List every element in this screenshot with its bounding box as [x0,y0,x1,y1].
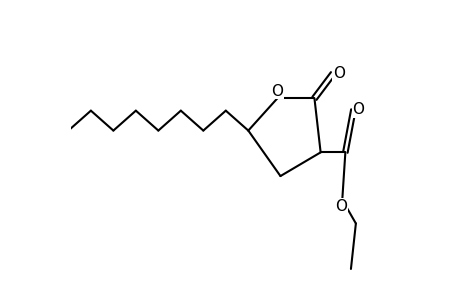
Text: O: O [334,199,346,214]
Text: O: O [271,84,283,99]
Text: O: O [332,66,345,81]
Text: O: O [352,102,364,117]
